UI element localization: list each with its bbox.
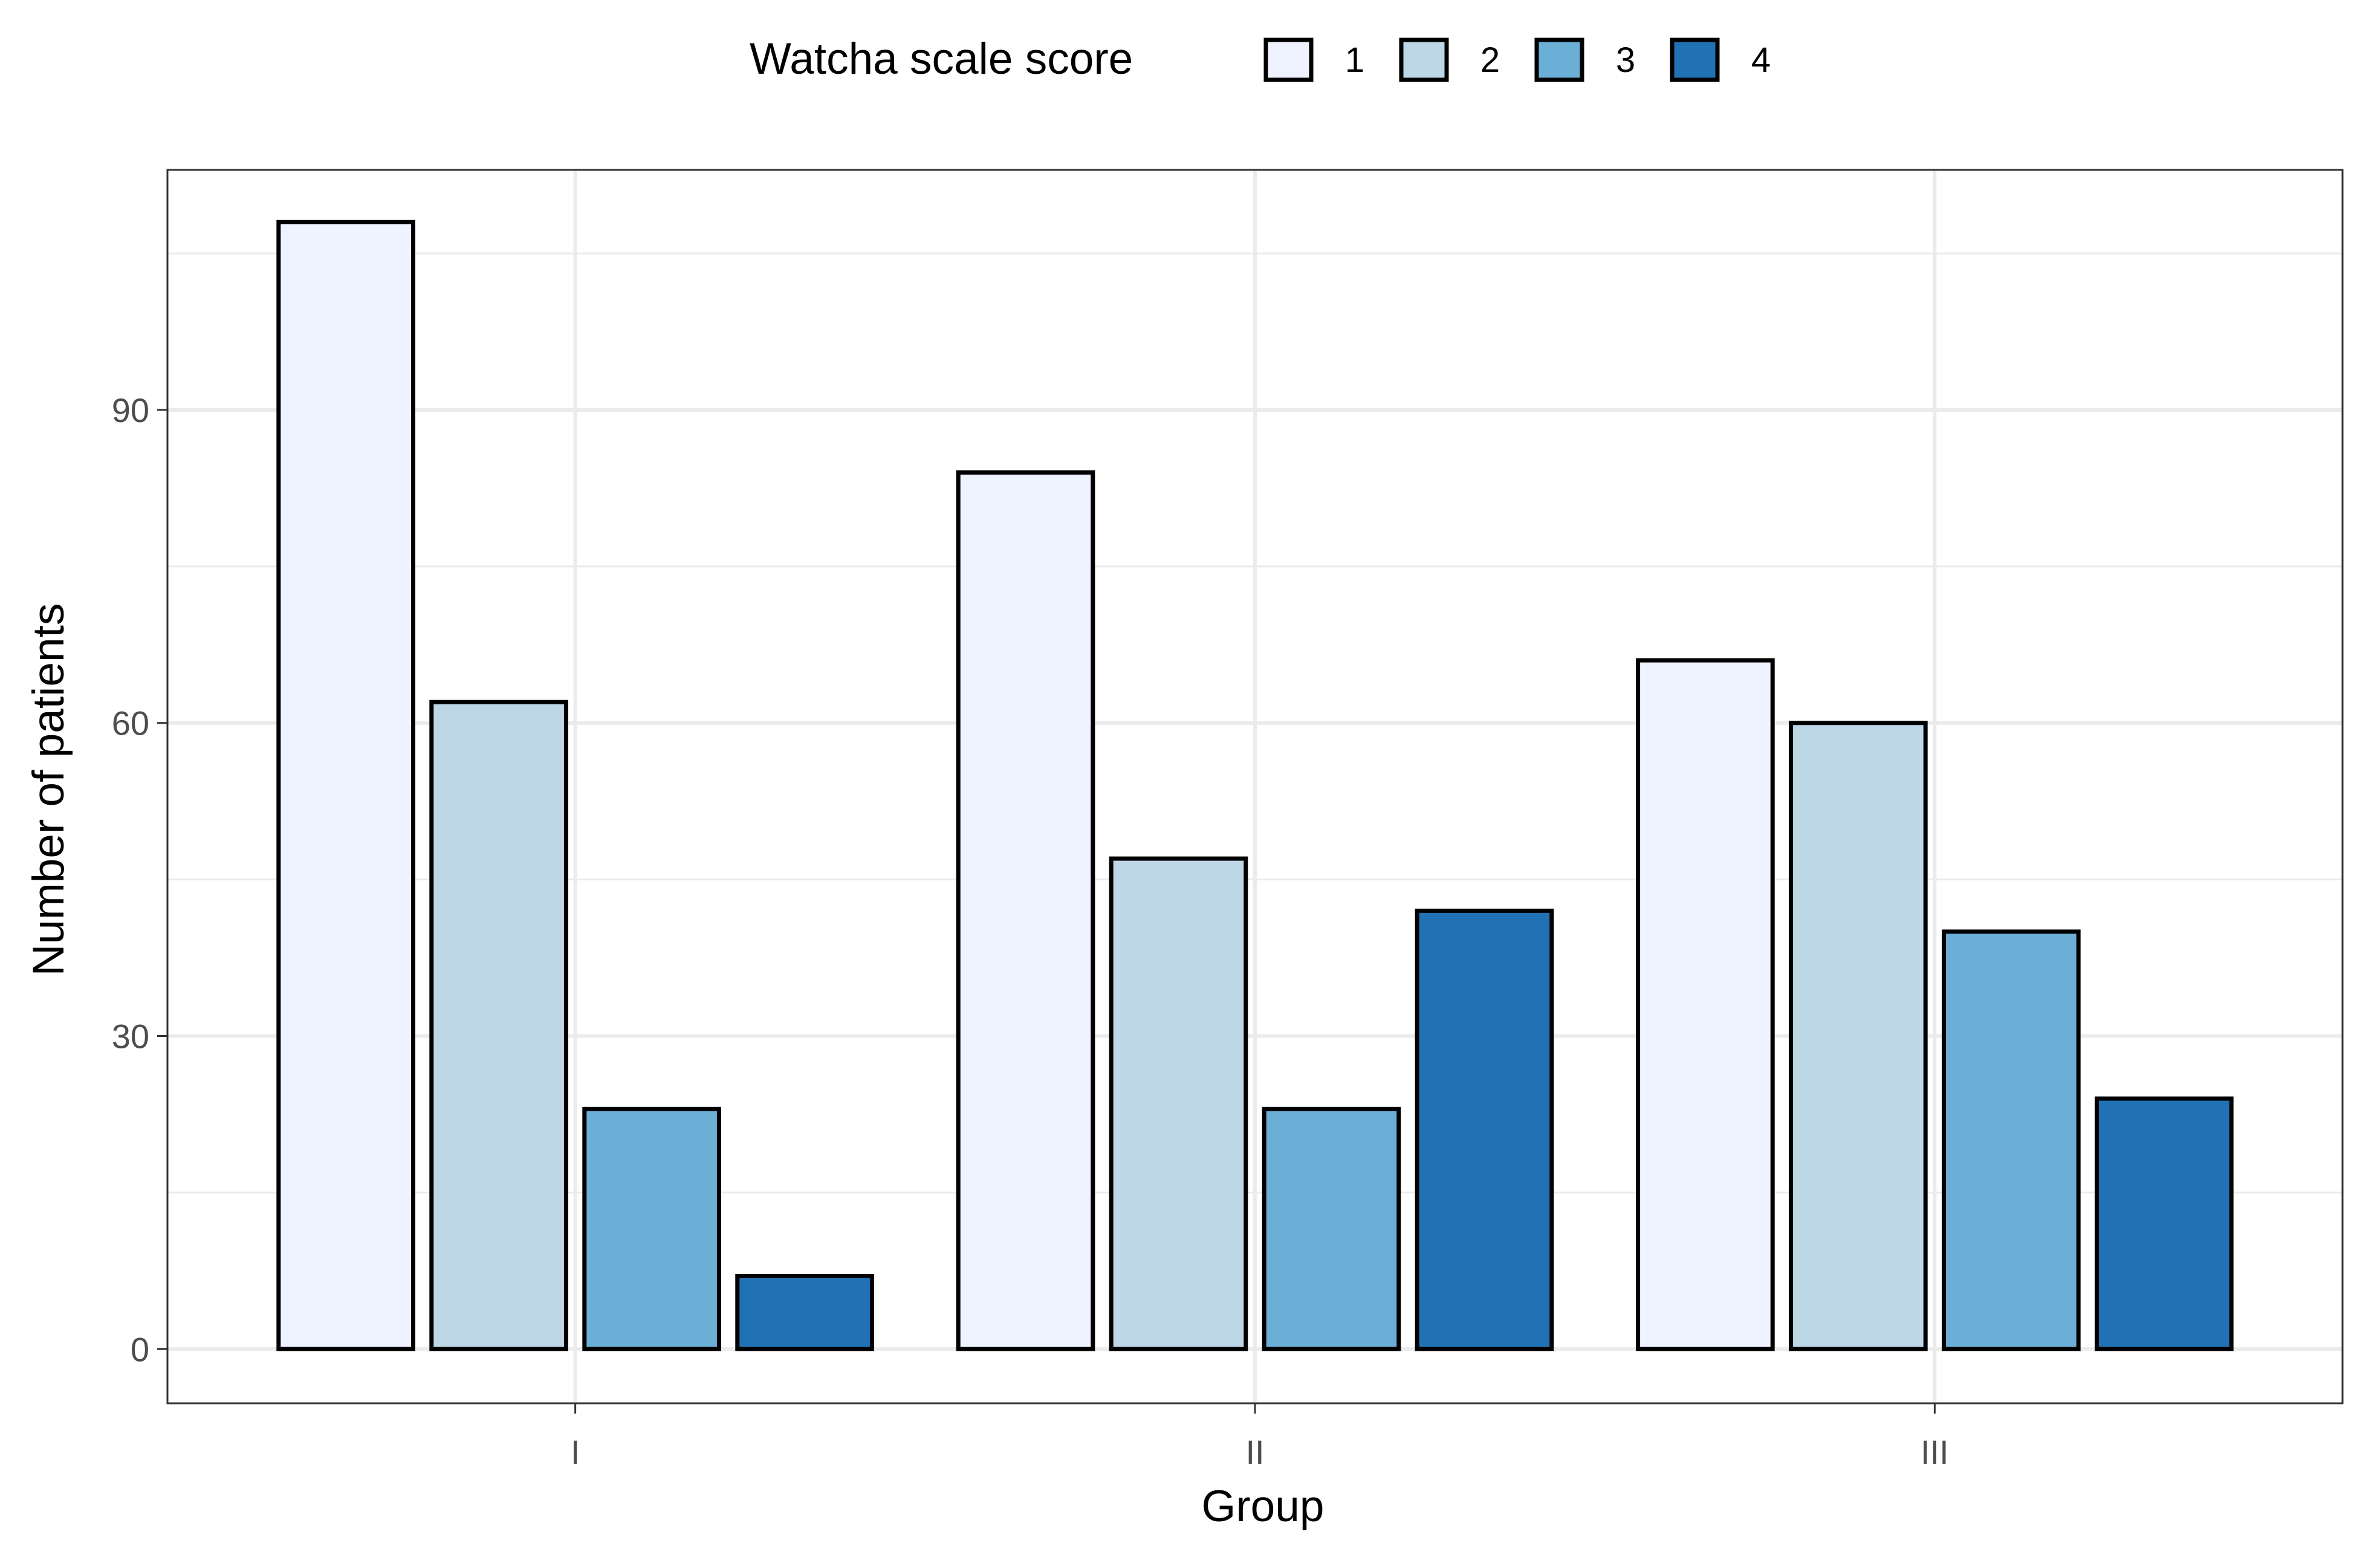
y-tick-label: 60 [112,704,149,742]
legend-key [1534,37,1584,82]
bar [1789,721,1928,1351]
y-tick-label: 90 [112,391,149,429]
y-axis-title: Number of patients [24,603,73,976]
bars [276,219,2234,1351]
bar [1262,1106,1401,1351]
x-axis-title: Group [1202,1482,1325,1531]
x-axis: I II III [571,1403,1949,1471]
legend: Watcha scale score 1 2 3 4 [750,34,1771,83]
bar [735,1273,874,1351]
bar [1109,856,1248,1351]
legend-title: Watcha scale score [750,34,1133,83]
legend-key [1263,37,1314,82]
legend-label: 3 [1616,41,1635,80]
bar [1415,908,1554,1351]
bar [276,219,415,1351]
bar [2095,1096,2234,1351]
legend-label: 2 [1480,41,1500,80]
x-tick-label: I [571,1433,580,1471]
bar [582,1106,721,1351]
legend-label: 1 [1345,41,1364,80]
x-tick-label: III [1921,1433,1949,1471]
bar [429,700,568,1351]
legend-key [1670,37,1720,82]
legend-label: 4 [1751,41,1771,80]
y-tick-label: 30 [112,1017,149,1055]
x-tick-label: II [1245,1433,1264,1471]
plot-panel [166,169,2344,1404]
bar [956,470,1095,1351]
y-tick-label: 0 [131,1330,149,1368]
y-axis: 0 30 60 90 [112,391,167,1368]
bar [1636,658,1775,1351]
bar [1942,929,2081,1351]
legend-key [1399,37,1449,82]
